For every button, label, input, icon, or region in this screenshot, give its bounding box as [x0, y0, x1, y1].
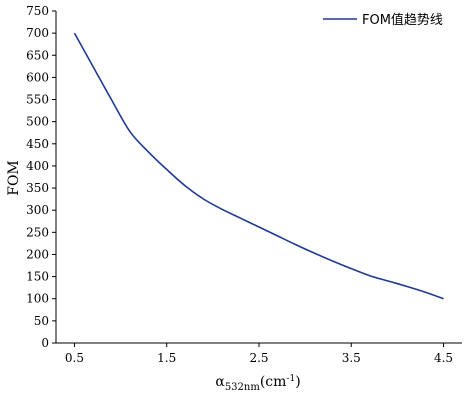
axes [55, 11, 462, 344]
y-tick-label: 200 [26, 247, 49, 261]
y-tick-label: 600 [26, 70, 49, 84]
x-axis-label-unit-superscript: -1 [286, 374, 295, 384]
y-tick-label: 700 [26, 26, 49, 40]
y-tick-label: 100 [26, 292, 49, 306]
x-tick-label: 3.5 [342, 351, 361, 365]
x-axis-label: α532nm(cm-1) [215, 374, 300, 393]
y-tick-label: 250 [26, 225, 49, 239]
legend: FOM值趋势线 [323, 12, 443, 28]
ticks: 0 50 100 150 200 250 300 350 400 450 500 550 600 650 7… [26, 4, 453, 365]
y-tick-label: 350 [26, 181, 49, 195]
x-tick-label: 2.5 [249, 351, 268, 365]
series [73, 32, 444, 300]
y-tick-label: 50 [34, 314, 49, 328]
y-tick-label: 300 [26, 203, 49, 217]
legend-label: FOM值趋势线 [362, 12, 443, 28]
y-tick-label: 0 [41, 336, 49, 350]
y-tick-label: 150 [26, 270, 49, 284]
x-axis-label-unit-open: (cm [260, 374, 287, 390]
y-tick-label: 400 [26, 159, 49, 173]
y-tick-label: 550 [26, 93, 49, 107]
x-tick-label: 1.5 [157, 351, 176, 365]
y-tick-label: 650 [26, 48, 49, 62]
x-axis-label-unit-close: ) [295, 374, 300, 390]
series-line [73, 32, 444, 300]
x-axis-label-subscript: 532nm [225, 382, 261, 393]
x-tick-label: 4.5 [434, 351, 453, 365]
x-tick-label: 0.5 [65, 351, 84, 365]
y-tick-label: 750 [26, 4, 49, 18]
y-axis-label: FOM [6, 160, 22, 196]
x-axis-label-base: α [215, 374, 225, 390]
y-tick-label: 450 [26, 137, 49, 151]
y-tick-label: 500 [26, 115, 49, 129]
